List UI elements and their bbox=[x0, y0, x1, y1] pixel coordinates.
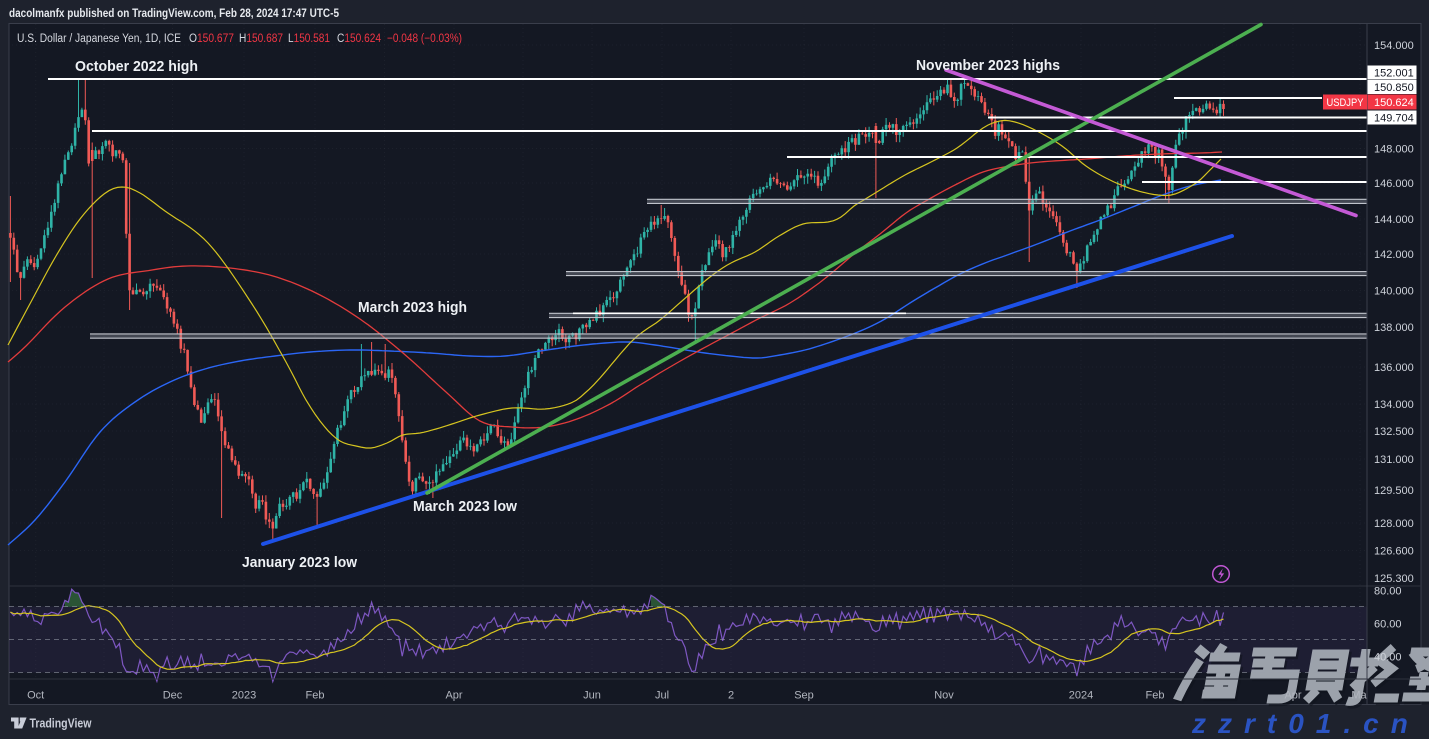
svg-text:U.S. Dollar / Japanese Yen, 1D: U.S. Dollar / Japanese Yen, 1D, ICE bbox=[17, 33, 181, 45]
svg-text:March 2023 high: March 2023 high bbox=[358, 299, 467, 316]
svg-text:2: 2 bbox=[728, 690, 734, 702]
svg-text:dacolmanfx published on Tradin: dacolmanfx published on TradingView.com,… bbox=[9, 6, 339, 20]
svg-text:138.000: 138.000 bbox=[1374, 322, 1414, 334]
svg-text:132.500: 132.500 bbox=[1374, 426, 1414, 438]
svg-text:128.000: 128.000 bbox=[1374, 518, 1414, 530]
svg-text:C150.624: C150.624 bbox=[337, 33, 382, 45]
svg-text:TradingView: TradingView bbox=[30, 717, 92, 731]
svg-text:125.300: 125.300 bbox=[1374, 573, 1414, 585]
svg-text:Ma: Ma bbox=[1351, 690, 1367, 702]
svg-text:Sep: Sep bbox=[794, 690, 814, 702]
svg-text:148.000: 148.000 bbox=[1374, 143, 1414, 155]
svg-text:80.00: 80.00 bbox=[1374, 585, 1402, 597]
svg-text:October 2022 high: October 2022 high bbox=[75, 58, 198, 75]
svg-text:Feb: Feb bbox=[306, 690, 325, 702]
svg-text:Apr: Apr bbox=[1284, 690, 1301, 702]
svg-text:Feb: Feb bbox=[1146, 690, 1165, 702]
svg-text:Dec: Dec bbox=[163, 690, 183, 702]
svg-text:60.00: 60.00 bbox=[1374, 618, 1402, 630]
svg-text:136.000: 136.000 bbox=[1374, 362, 1414, 374]
svg-text:Nov: Nov bbox=[934, 690, 954, 702]
svg-text:150.850: 150.850 bbox=[1374, 82, 1414, 94]
svg-text:Oct: Oct bbox=[27, 690, 44, 702]
svg-text:154.000: 154.000 bbox=[1374, 40, 1414, 52]
svg-text:March 2023 low: March 2023 low bbox=[413, 498, 517, 515]
svg-text:January 2023 low: January 2023 low bbox=[242, 554, 357, 571]
svg-text:40.00: 40.00 bbox=[1374, 651, 1402, 663]
svg-text:146.000: 146.000 bbox=[1374, 178, 1414, 190]
svg-text:2024: 2024 bbox=[1069, 690, 1093, 702]
svg-text:USDJPY: USDJPY bbox=[1327, 97, 1365, 109]
svg-text:126.600: 126.600 bbox=[1374, 545, 1414, 557]
svg-text:149.704: 149.704 bbox=[1374, 112, 1414, 124]
svg-text:L150.581: L150.581 bbox=[288, 33, 330, 45]
svg-text:Jun: Jun bbox=[583, 690, 601, 702]
svg-text:131.000: 131.000 bbox=[1374, 454, 1414, 466]
svg-text:142.000: 142.000 bbox=[1374, 249, 1414, 261]
svg-text:H150.687: H150.687 bbox=[239, 33, 283, 45]
svg-text:2023: 2023 bbox=[232, 690, 256, 702]
svg-text:zzrt01.cn: zzrt01.cn bbox=[1191, 708, 1420, 739]
svg-text:144.000: 144.000 bbox=[1374, 214, 1414, 226]
svg-text:152.001: 152.001 bbox=[1374, 67, 1414, 79]
svg-text:140.000: 140.000 bbox=[1374, 285, 1414, 297]
svg-text:O150.677: O150.677 bbox=[189, 33, 234, 45]
svg-text:150.624: 150.624 bbox=[1374, 97, 1414, 109]
svg-text:134.000: 134.000 bbox=[1374, 399, 1414, 411]
svg-text:Jul: Jul bbox=[655, 690, 669, 702]
svg-text:November 2023 highs: November 2023 highs bbox=[916, 57, 1060, 74]
svg-text:−0.048 (−0.03%): −0.048 (−0.03%) bbox=[387, 33, 462, 45]
svg-text:Apr: Apr bbox=[445, 690, 462, 702]
svg-text:129.500: 129.500 bbox=[1374, 485, 1414, 497]
